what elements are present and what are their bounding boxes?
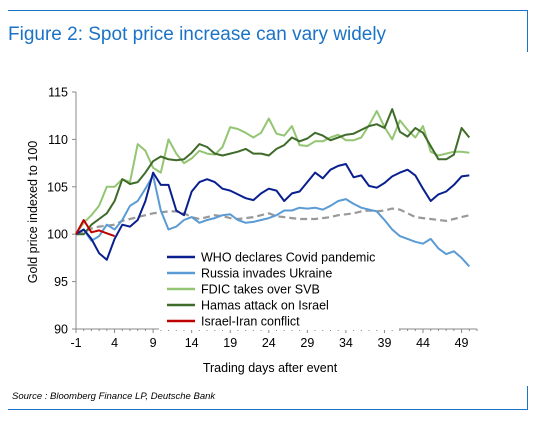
series-line-fdic-takes-over-svb [75,110,470,235]
x-tick-label: 19 [223,336,237,350]
legend-label: Israel-Iran conflict [201,315,300,329]
x-tick-label: -1 [70,336,81,350]
x-tick-label: 49 [455,336,469,350]
x-tick-label: 4 [111,336,118,350]
x-tick-label: 24 [262,336,276,350]
frame-right-border [527,10,528,52]
source-note: Source : Bloomberg Finance LP, Deutsche … [12,391,216,402]
y-tick-label: 90 [54,323,68,337]
frame-bottom-right-border [527,386,528,410]
x-tick-label: 9 [150,336,157,350]
series-line-who-declares-covid-pandemic [75,163,470,261]
x-tick-label: 29 [300,336,314,350]
x-tick-label: 44 [416,336,430,350]
legend: WHO declares Covid pandemic Russia invade… [159,248,399,330]
y-tick-label: 110 [48,133,68,147]
legend-label: FDIC takes over SVB [201,283,320,297]
y-tick-label: 95 [54,275,68,289]
series-lines [75,108,471,268]
legend-background [159,248,399,330]
frame-top-border [8,10,528,11]
series-line-hamas-attack-on-israel [76,108,471,236]
series-line-israel-iran-conflict [75,219,115,238]
legend-label: WHO declares Covid pandemic [201,251,375,265]
figure-title: Figure 2: Spot price increase can vary w… [8,24,387,45]
y-axis-label: Gold price indexed to 100 [26,141,40,284]
series-line-dashed-average [75,207,470,236]
x-tick-label: 39 [378,336,392,350]
legend-label: Russia invades Ukraine [201,267,332,281]
frame-bottom-border [8,409,528,410]
x-axis-label: Trading days after event [203,361,338,375]
y-tick-label: 105 [47,180,68,194]
x-tick-label: 34 [339,336,353,350]
y-tick-label: 115 [48,86,68,100]
y-tick-label: 100 [47,228,68,242]
x-tick-label: 14 [185,336,199,350]
series-line-russia-invades-ukraine [75,174,471,268]
legend-label: Hamas attack on Israel [201,299,329,313]
